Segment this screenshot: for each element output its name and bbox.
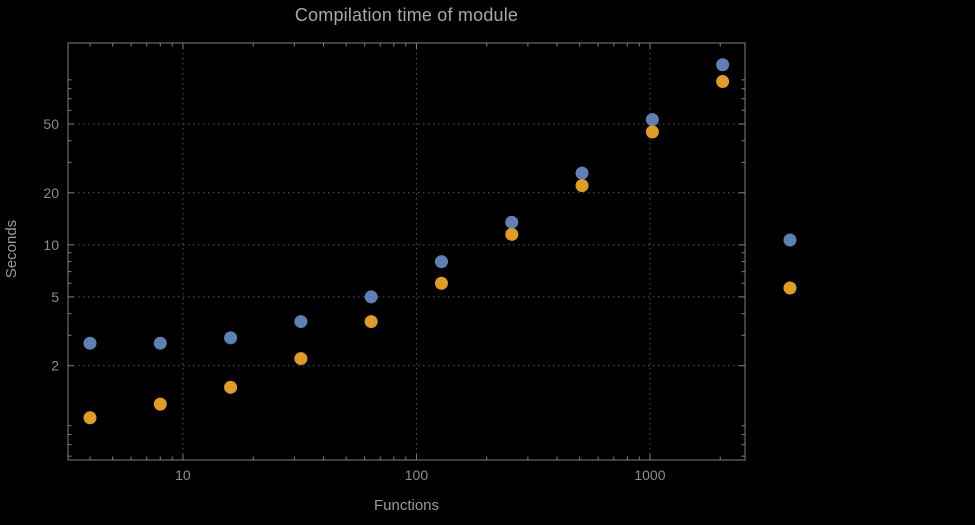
data-point-orange [434,276,448,290]
data-point-orange [153,397,167,411]
y-axis-label: Seconds [3,219,20,279]
chart-title: Compilation time of module [294,5,519,25]
data-point-blue [224,331,238,345]
legend-marker-orange [783,281,797,295]
x-tick-label: 1000 [634,467,665,483]
y-tick-label: 20 [43,185,59,201]
data-point-blue [153,336,167,350]
x-tick-label: 10 [175,467,191,483]
data-point-blue [575,166,589,180]
data-point-blue [645,113,659,127]
y-tick-label: 2 [51,358,59,374]
plot-frame [67,42,746,461]
data-point-orange [645,125,659,139]
data-point-blue [716,58,730,72]
x-axis-label: Functions [373,497,440,514]
data-point-orange [575,179,589,193]
legend-marker-blue [783,233,797,247]
data-point-orange [224,380,238,394]
data-point-blue [294,315,308,329]
data-point-orange [505,227,519,241]
y-tick-label: 10 [43,237,59,253]
x-tick-label: 100 [405,467,429,483]
y-tick-label: 5 [51,289,59,305]
y-tick-label: 50 [43,116,59,132]
data-point-orange [294,352,308,366]
data-point-blue [83,336,97,350]
data-point-orange [364,315,378,329]
data-point-blue [505,215,519,229]
data-point-blue [364,290,378,304]
data-point-orange [83,411,97,425]
data-point-blue [434,255,448,269]
data-point-orange [716,75,730,89]
